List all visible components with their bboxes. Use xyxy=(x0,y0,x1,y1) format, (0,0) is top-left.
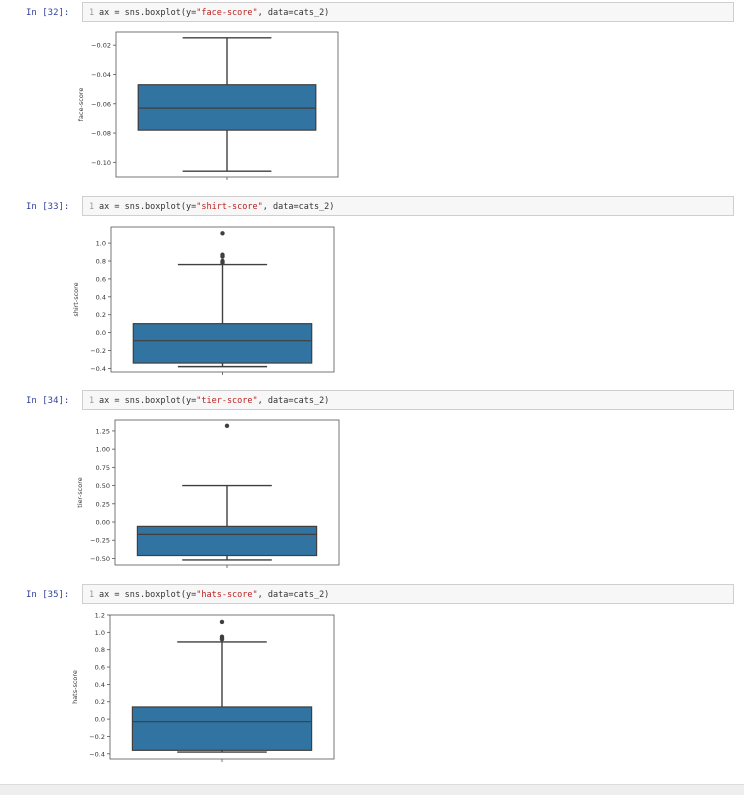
code-input[interactable]: 1 ax = sns.boxplot(y="tier-score", data=… xyxy=(82,390,734,410)
notebook-cell-35: In [35]: 1 ax = sns.boxplot(y="hats-scor… xyxy=(0,584,744,774)
y-axis-label: tier-score xyxy=(76,477,84,507)
code-suffix: , data=cats_2) xyxy=(257,590,330,600)
y-tick-label: 1.0 xyxy=(96,240,106,248)
y-tick-label: −0.2 xyxy=(90,347,106,355)
y-tick-label: 0.6 xyxy=(95,664,105,672)
code-line[interactable]: ax = sns.boxplot(y="face-score", data=ca… xyxy=(99,8,329,18)
boxplot-hats-score: 1.2 1.0 0.8 0.6 0.4 0.2 0.0 −0.2 −0.4 hats-score xyxy=(71,612,335,762)
y-tick-label: 1.0 xyxy=(95,629,105,637)
y-tick-label: 0.4 xyxy=(95,681,105,689)
line-number: 1 xyxy=(89,396,95,406)
outlier-point xyxy=(220,254,225,259)
iqr-box xyxy=(137,84,317,131)
y-tick-label: −0.50 xyxy=(90,555,110,563)
notebook-cell-34: In [34]: 1 ax = sns.boxplot(y="tier-scor… xyxy=(0,390,744,580)
code-line[interactable]: ax = sns.boxplot(y="tier-score", data=ca… xyxy=(99,396,329,406)
y-tick-label: 1.2 xyxy=(95,612,105,620)
code-string: "tier-score" xyxy=(196,396,258,406)
y-tick-label: 0.8 xyxy=(96,258,106,266)
y-tick-label: 0.0 xyxy=(95,716,105,724)
cell-prompt: In [33]: xyxy=(26,202,70,212)
y-tick-label: −0.25 xyxy=(90,537,110,545)
boxplot-shirt-score: 1.0 0.8 0.6 0.4 0.2 0.0 −0.2 −0.4 shirt-score xyxy=(72,226,335,375)
code-line[interactable]: ax = sns.boxplot(y="hats-score", data=ca… xyxy=(99,590,329,600)
y-tick-label: 0.25 xyxy=(96,500,110,508)
boxplot-tier-score: 1.25 1.00 0.75 0.50 0.25 0.00 −0.25 −0.50 tier-s… xyxy=(76,419,340,568)
y-tick-label: −0.4 xyxy=(89,750,105,758)
y-tick-label: −0.4 xyxy=(90,365,106,373)
iqr-box xyxy=(136,525,318,557)
notebook-cell-32: In [32]: 1 ax = sns.boxplot(y="face-scor… xyxy=(0,2,744,192)
code-suffix: , data=cats_2) xyxy=(257,396,330,406)
y-tick-label: 0.2 xyxy=(96,311,106,319)
y-tick-label: −0.10 xyxy=(91,159,111,167)
y-tick-label: −0.02 xyxy=(91,42,111,50)
y-tick-label: 0.75 xyxy=(96,464,110,472)
y-axis-label: hats-score xyxy=(71,670,79,704)
y-tick-label: 1.25 xyxy=(96,427,110,435)
bottom-bar xyxy=(0,784,744,795)
y-tick-label: 0.0 xyxy=(96,329,106,337)
cell-prompt: In [35]: xyxy=(26,590,70,600)
y-tick-label: 0.00 xyxy=(96,519,110,527)
y-tick-label: 0.8 xyxy=(95,646,105,654)
outlier-point xyxy=(224,423,230,429)
code-suffix: , data=cats_2) xyxy=(257,8,330,18)
outlier-point xyxy=(220,260,225,266)
y-tick-label: −0.04 xyxy=(91,71,111,79)
code-prefix: ax = sns.boxplot(y= xyxy=(99,202,197,212)
code-prefix: ax = sns.boxplot(y= xyxy=(99,396,197,406)
outlier-point xyxy=(219,619,225,625)
y-tick-label: 1.00 xyxy=(96,446,110,454)
code-string: "face-score" xyxy=(196,8,258,18)
line-number: 1 xyxy=(89,590,95,600)
notebook-cell-33: In [33]: 1 ax = sns.boxplot(y="shirt-sco… xyxy=(0,196,744,386)
line-number: 1 xyxy=(89,8,95,18)
code-prefix: ax = sns.boxplot(y= xyxy=(99,8,197,18)
outlier-point xyxy=(220,231,225,236)
cell-prompt: In [34]: xyxy=(26,396,70,406)
outlier-point xyxy=(219,637,225,642)
code-string: "hats-score" xyxy=(196,590,258,600)
y-tick-label: 0.6 xyxy=(96,275,106,283)
code-prefix: ax = sns.boxplot(y= xyxy=(99,590,197,600)
y-tick-label: −0.2 xyxy=(89,733,105,741)
code-input[interactable]: 1 ax = sns.boxplot(y="hats-score", data=… xyxy=(82,584,734,604)
code-suffix: , data=cats_2) xyxy=(262,202,335,212)
code-string: "shirt-score" xyxy=(196,202,263,212)
line-number: 1 xyxy=(89,202,95,212)
cell-prompt: In [32]: xyxy=(26,8,70,18)
code-line[interactable]: ax = sns.boxplot(y="shirt-score", data=c… xyxy=(99,202,334,212)
y-tick-label: −0.08 xyxy=(91,130,111,138)
y-tick-label: −0.06 xyxy=(91,100,111,108)
y-tick-label: 0.50 xyxy=(96,482,110,490)
y-axis-label: shirt-score xyxy=(72,282,80,316)
y-tick-label: 0.4 xyxy=(96,293,106,301)
y-tick-label: 0.2 xyxy=(95,698,105,706)
code-input[interactable]: 1 ax = sns.boxplot(y="face-score", data=… xyxy=(82,2,734,22)
iqr-box xyxy=(132,323,313,364)
boxplot-face-score: −0.02 −0.04 −0.06 −0.08 −0.10 face-score xyxy=(77,31,339,180)
iqr-box xyxy=(131,706,313,751)
code-input[interactable]: 1 ax = sns.boxplot(y="shirt-score", data… xyxy=(82,196,734,216)
y-axis-label: face-score xyxy=(77,88,85,122)
